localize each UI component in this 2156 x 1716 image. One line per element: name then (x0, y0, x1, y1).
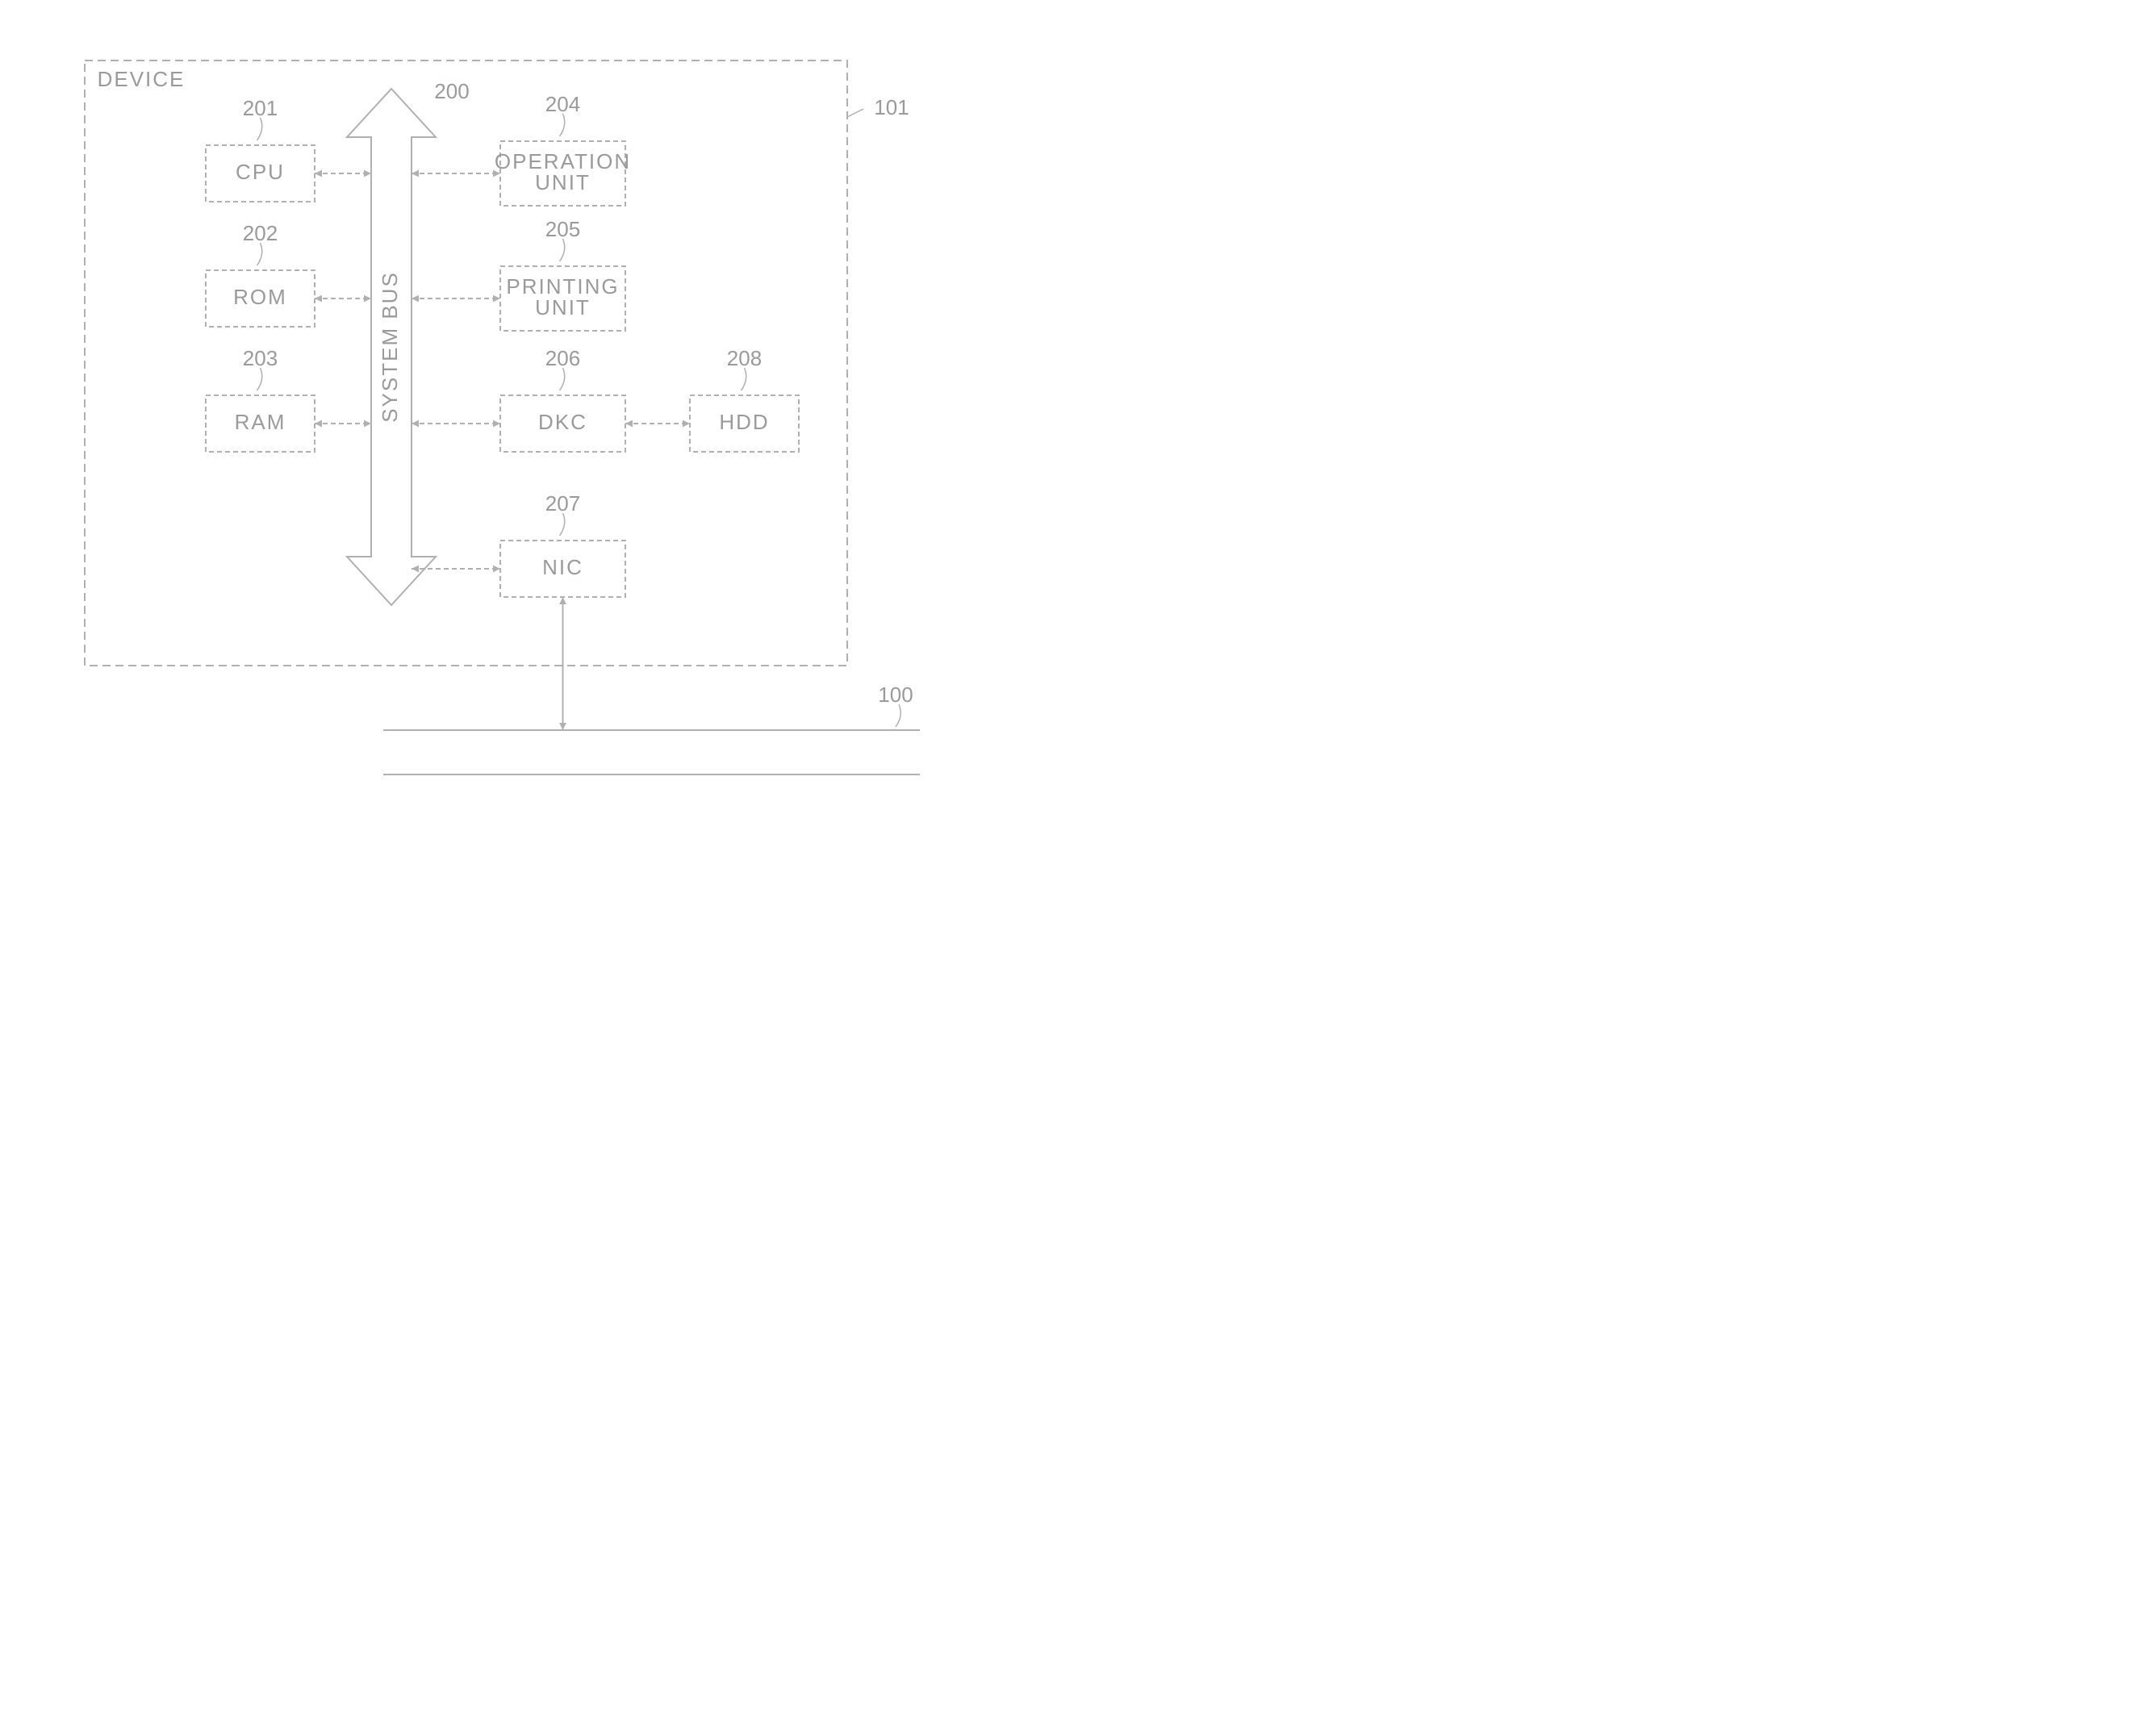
block-ram-label: RAM (235, 410, 286, 434)
block-nic-label: NIC (542, 555, 583, 579)
connector-nic-network (559, 597, 566, 730)
ref-mark: 206 (545, 346, 580, 390)
connector-bus-prn (412, 295, 500, 303)
block-hdd-label: HDD (719, 410, 769, 434)
ref-mark: 208 (727, 346, 762, 390)
block-prn-label: PRINTINGUNIT (506, 274, 619, 319)
ref-mark: 205 (545, 217, 580, 261)
ref-mark: 203 (243, 346, 278, 390)
ref-mark: 201 (243, 96, 278, 140)
svg-text:205: 205 (545, 217, 580, 241)
ref-mark: 207 (545, 491, 580, 536)
system-bus-ref: 200 (434, 79, 469, 103)
svg-text:UNIT: UNIT (535, 170, 591, 194)
ref-mark: 202 (243, 221, 278, 265)
block-op-label: OPERATIONUNIT (495, 149, 631, 194)
svg-text:208: 208 (727, 346, 762, 370)
connector-dkc-hdd (625, 420, 690, 428)
system-bus-label: SYSTEM BUS (378, 271, 402, 423)
block-cpu-label: CPU (236, 160, 285, 184)
svg-text:201: 201 (243, 96, 278, 120)
connector-ram-bus (315, 420, 371, 428)
connector-cpu-bus (315, 170, 371, 177)
svg-text:206: 206 (545, 346, 580, 370)
connector-bus-dkc (412, 420, 500, 428)
block-dkc-label: DKC (538, 410, 587, 434)
svg-text:204: 204 (545, 92, 580, 116)
device-title: DEVICE (98, 67, 186, 91)
svg-text:UNIT: UNIT (535, 295, 591, 319)
block-rom-label: ROM (233, 285, 287, 309)
connector-bus-op (412, 170, 500, 177)
diagram-canvas: DEVICE 101 SYSTEM BUS 200 CPU 201 ROM 202 RAM 203… (0, 0, 1078, 858)
connector-rom-bus (315, 295, 371, 303)
ref-mark: 204 (545, 92, 580, 136)
device-ref: 101 (874, 95, 909, 119)
network-ref: 100 (878, 683, 913, 707)
svg-text:207: 207 (545, 491, 580, 516)
svg-text:202: 202 (243, 221, 278, 245)
svg-text:203: 203 (243, 346, 278, 370)
